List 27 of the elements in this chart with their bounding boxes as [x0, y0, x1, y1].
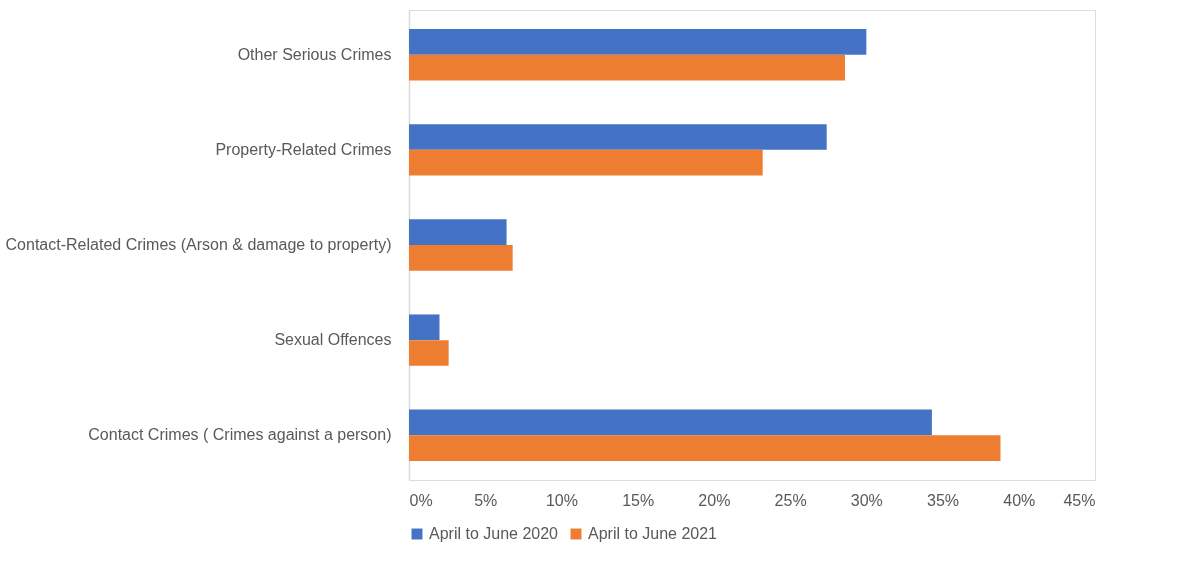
legend-label: April to June 2020: [429, 525, 559, 542]
x-tick-label: 15%: [622, 491, 655, 509]
x-tick-label: 45%: [1063, 491, 1096, 509]
x-tick-label: 35%: [927, 491, 960, 509]
x-tick-label: 20%: [698, 491, 731, 509]
bar: [409, 340, 449, 366]
x-tick-label: 10%: [545, 491, 578, 509]
x-tick-label: 30%: [850, 491, 883, 509]
y-tick-label: Contact-Related Crimes (Arson & damage to property): [5, 236, 392, 253]
legend-label: April to June 2021: [588, 525, 718, 542]
bar: [409, 149, 763, 176]
bar: [409, 314, 440, 341]
x-tick-label: 0%: [409, 491, 433, 509]
y-tick-label: Property-Related Crimes: [215, 140, 392, 158]
y-tick-label: Other Serious Crimes: [237, 45, 392, 63]
bar: [409, 245, 513, 271]
y-tick-label: Sexual Offences: [274, 331, 392, 349]
x-tick-label: 5%: [474, 491, 498, 509]
bar: [409, 219, 507, 245]
bar: [409, 29, 867, 55]
bar: [409, 54, 845, 81]
x-tick-label: 25%: [774, 491, 807, 509]
bar: [409, 124, 827, 150]
y-tick-label: Contact Crimes ( Crimes against a person): [88, 426, 392, 444]
bar: [409, 409, 932, 436]
x-tick-label: 40%: [1003, 491, 1036, 509]
bar: [409, 435, 1001, 461]
